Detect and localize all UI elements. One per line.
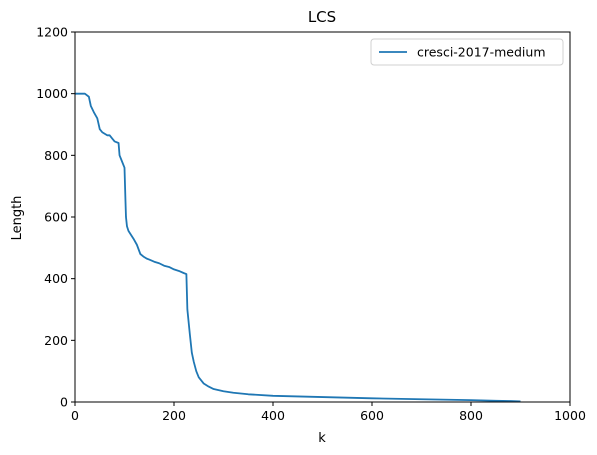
plot-frame xyxy=(74,31,571,403)
y-tick-label: 200 xyxy=(44,333,68,348)
legend: cresci-2017-medium xyxy=(370,38,564,66)
y-tick-label: 600 xyxy=(44,210,68,225)
plot-area xyxy=(74,31,571,403)
y-tick-label: 1200 xyxy=(36,25,68,40)
y-axis: 0 200 400 600 800 1000 1200 xyxy=(36,25,75,410)
chart-title: LCS xyxy=(308,8,336,26)
x-tick-label: 600 xyxy=(360,408,384,423)
x-tick-label: 400 xyxy=(261,408,285,423)
x-tick-label: 1000 xyxy=(554,408,586,423)
y-tick-label: 1000 xyxy=(36,86,68,101)
y-tick-label: 400 xyxy=(44,271,68,286)
x-tick-label: 800 xyxy=(459,408,483,423)
legend-box xyxy=(370,38,564,66)
series-line-0 xyxy=(75,92,521,403)
y-tick-label: 0 xyxy=(60,395,68,410)
x-axis-label: k xyxy=(318,431,326,446)
y-axis-label: Length xyxy=(10,196,25,241)
y-tick-label: 800 xyxy=(44,148,68,163)
legend-entry-label: cresci-2017-medium xyxy=(417,45,546,60)
x-tick-label: 200 xyxy=(162,408,186,423)
x-axis: 0 200 400 600 800 1000 xyxy=(71,402,586,423)
x-tick-label: 0 xyxy=(71,408,79,423)
